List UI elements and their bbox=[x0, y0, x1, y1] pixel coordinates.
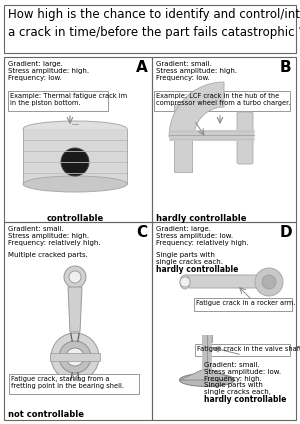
Text: D: D bbox=[280, 225, 292, 240]
Circle shape bbox=[61, 148, 89, 176]
Circle shape bbox=[66, 348, 84, 366]
Text: Example: Thermal fatigue crack im
in the piston bottom.: Example: Thermal fatigue crack im in the… bbox=[10, 93, 127, 106]
Text: Gradient: small.
Stress amplitude: high.
Frequency: relatively high.: Gradient: small. Stress amplitude: high.… bbox=[8, 226, 100, 246]
Text: hardly controllable: hardly controllable bbox=[204, 395, 286, 404]
FancyBboxPatch shape bbox=[8, 91, 108, 111]
Circle shape bbox=[255, 268, 283, 296]
Text: hardly controllable: hardly controllable bbox=[156, 265, 238, 274]
Bar bbox=[4, 57, 152, 222]
Bar bbox=[174, 104, 192, 172]
Bar bbox=[4, 5, 296, 53]
Text: Multiple cracked parts.: Multiple cracked parts. bbox=[8, 252, 88, 258]
FancyBboxPatch shape bbox=[154, 91, 290, 111]
Text: Fatigue crack, starting from a
fretting point in the bearing shell.: Fatigue crack, starting from a fretting … bbox=[11, 376, 124, 389]
Text: Single parts with
single cracks each.: Single parts with single cracks each. bbox=[156, 252, 223, 265]
Ellipse shape bbox=[179, 374, 235, 387]
Text: Fatigue crack in a rocker arm.: Fatigue crack in a rocker arm. bbox=[196, 300, 296, 306]
Text: Single parts with
single cracks each,: Single parts with single cracks each, bbox=[204, 382, 271, 395]
Ellipse shape bbox=[180, 275, 190, 289]
Circle shape bbox=[262, 275, 276, 289]
Text: Gradient: large.
Stress amplitude: high.
Frequency: low.: Gradient: large. Stress amplitude: high.… bbox=[8, 61, 89, 81]
Bar bbox=[152, 222, 296, 420]
Text: hardly controllable: hardly controllable bbox=[156, 214, 247, 223]
FancyBboxPatch shape bbox=[195, 344, 290, 356]
Text: Gradient: small.
Stress amplitude: high.
Frequency: low.: Gradient: small. Stress amplitude: high.… bbox=[156, 61, 237, 81]
Text: Gradient: small.
Stress amplitude: low.
Frequency: high.: Gradient: small. Stress amplitude: low. … bbox=[204, 362, 281, 382]
Bar bbox=[23, 129, 127, 184]
Polygon shape bbox=[169, 82, 224, 137]
FancyBboxPatch shape bbox=[9, 374, 139, 394]
Bar bbox=[50, 353, 100, 361]
Polygon shape bbox=[180, 369, 234, 380]
Polygon shape bbox=[185, 275, 269, 288]
Circle shape bbox=[69, 271, 81, 283]
Text: Example: LCF crack in the hub of the
compressor wheel from a turbo charger.: Example: LCF crack in the hub of the com… bbox=[156, 93, 290, 106]
Circle shape bbox=[51, 333, 99, 381]
Text: controllable: controllable bbox=[46, 214, 104, 223]
Circle shape bbox=[180, 277, 190, 287]
Bar bbox=[4, 222, 152, 420]
Text: A: A bbox=[136, 60, 148, 75]
Text: C: C bbox=[136, 225, 147, 240]
FancyBboxPatch shape bbox=[237, 112, 253, 164]
Polygon shape bbox=[68, 287, 82, 332]
Text: Fatigue crack in the valve shaft.: Fatigue crack in the valve shaft. bbox=[197, 346, 300, 352]
Text: B: B bbox=[280, 60, 292, 75]
Bar bbox=[202, 335, 212, 342]
Text: How high is the chance to identify and control/intercept
a crack in time/before : How high is the chance to identify and c… bbox=[8, 8, 300, 39]
Ellipse shape bbox=[23, 176, 127, 192]
Circle shape bbox=[64, 266, 86, 288]
Circle shape bbox=[59, 341, 91, 373]
Text: Gradient: large.
Stress amplitude: low.
Frequency: relatively high.: Gradient: large. Stress amplitude: low. … bbox=[156, 226, 249, 246]
Bar bbox=[152, 57, 296, 222]
FancyBboxPatch shape bbox=[194, 298, 292, 311]
Ellipse shape bbox=[23, 121, 127, 137]
Text: not controllable: not controllable bbox=[8, 410, 84, 419]
